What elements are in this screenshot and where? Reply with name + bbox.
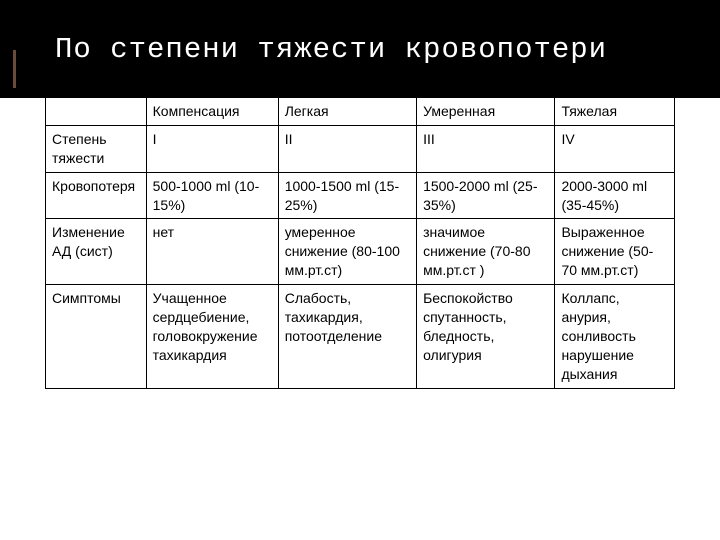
table-row: Симптомы Учащенное сердцебиение, головок… bbox=[46, 285, 675, 388]
cell: 500-1000 ml (10-15%) bbox=[146, 172, 278, 219]
severity-table: Компенсация Легкая Умеренная Тяжелая Сте… bbox=[45, 97, 675, 389]
header-bar: По степени тяжести кровопотери bbox=[0, 0, 720, 98]
cell: Беспокойство спутанность, бледность, оли… bbox=[417, 285, 555, 388]
cell: значимое снижение (70-80 мм.рт.ст ) bbox=[417, 219, 555, 285]
cell: II bbox=[278, 125, 416, 172]
row-label: Симптомы bbox=[46, 285, 147, 388]
header-cell: Легкая bbox=[278, 98, 416, 126]
table-row: Степень тяжести I II III IV bbox=[46, 125, 675, 172]
cell: Слабость, тахикардия, потоотделение bbox=[278, 285, 416, 388]
header-cell: Умеренная bbox=[417, 98, 555, 126]
left-accent bbox=[13, 50, 22, 88]
cell: 1000-1500 ml (15-25%) bbox=[278, 172, 416, 219]
row-label: Изменение АД (сист) bbox=[46, 219, 147, 285]
cell: I bbox=[146, 125, 278, 172]
cell: 2000-3000 ml (35-45%) bbox=[555, 172, 675, 219]
cell: Выраженное снижение (50-70 мм.рт.ст) bbox=[555, 219, 675, 285]
header-cell bbox=[46, 98, 147, 126]
cell: нет bbox=[146, 219, 278, 285]
row-label: Степень тяжести bbox=[46, 125, 147, 172]
cell: III bbox=[417, 125, 555, 172]
table-row: Кровопотеря 500-1000 ml (10-15%) 1000-15… bbox=[46, 172, 675, 219]
header-cell: Компенсация bbox=[146, 98, 278, 126]
table-row: Изменение АД (сист) нет умеренное снижен… bbox=[46, 219, 675, 285]
cell: IV bbox=[555, 125, 675, 172]
header-cell: Тяжелая bbox=[555, 98, 675, 126]
cell: 1500-2000 ml (25-35%) bbox=[417, 172, 555, 219]
cell: умеренное снижение (80-100 мм.рт.ст) bbox=[278, 219, 416, 285]
table-header-row: Компенсация Легкая Умеренная Тяжелая bbox=[46, 98, 675, 126]
table-container: Компенсация Легкая Умеренная Тяжелая Сте… bbox=[0, 97, 720, 389]
page-title: По степени тяжести кровопотери bbox=[55, 33, 607, 66]
row-label: Кровопотеря bbox=[46, 172, 147, 219]
cell: Коллапс, анурия, сонливость нарушение ды… bbox=[555, 285, 675, 388]
cell: Учащенное сердцебиение, головокружение т… bbox=[146, 285, 278, 388]
